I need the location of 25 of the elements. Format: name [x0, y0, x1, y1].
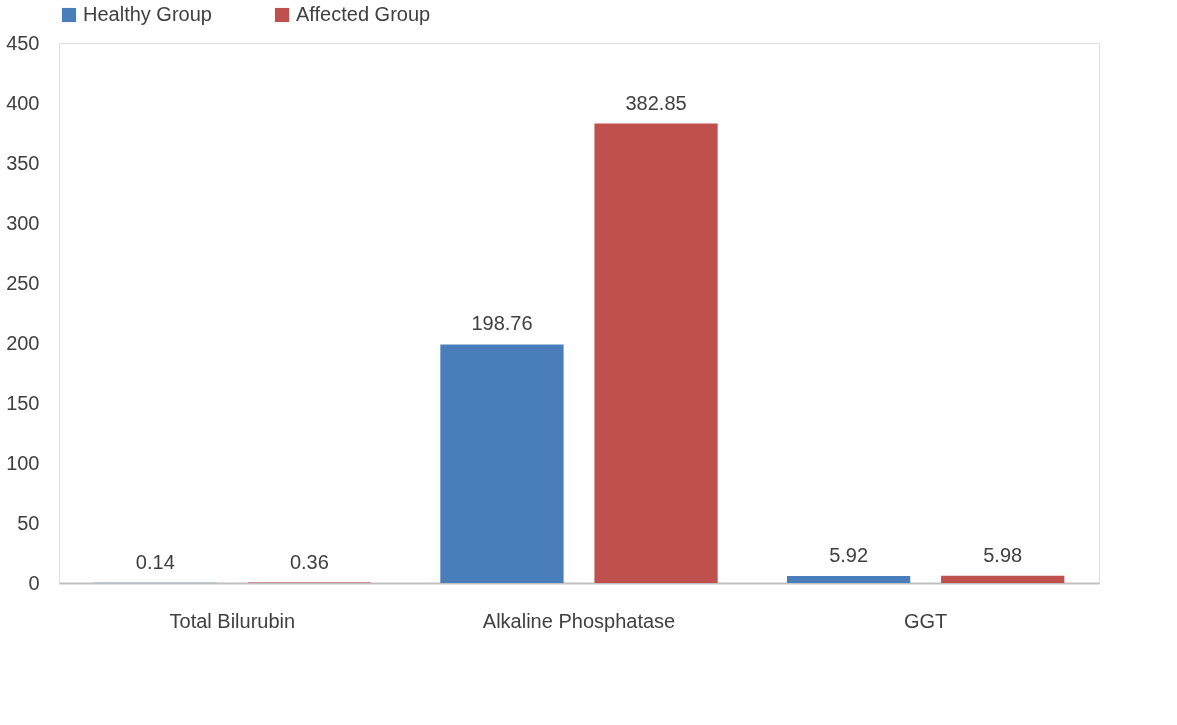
- y-tick-label: 0: [28, 571, 40, 594]
- data-label: 5.98: [983, 543, 1023, 566]
- x-tick-label: Alkaline Phosphatase: [482, 609, 676, 632]
- data-label: 0.14: [135, 550, 175, 573]
- y-tick-label: 50: [17, 511, 40, 534]
- data-label: 198.76: [471, 312, 533, 335]
- y-tick-label: 450: [6, 31, 40, 54]
- data-label: 382.85: [625, 91, 687, 114]
- y-tick-label: 250: [6, 271, 40, 294]
- x-tick-label: Total Bilurubin: [169, 609, 296, 632]
- bar: [440, 344, 564, 583]
- data-label: 5.92: [829, 543, 869, 566]
- bar: [787, 575, 911, 583]
- y-tick-label: 200: [6, 331, 40, 354]
- x-tick-label: GGT: [903, 609, 948, 632]
- y-tick-label: 400: [6, 91, 40, 114]
- bar: [941, 575, 1065, 583]
- y-tick-label: 100: [6, 451, 40, 474]
- y-tick-label: 350: [6, 151, 40, 174]
- legend-label: Affected Group: [296, 3, 431, 25]
- data-label: 0.36: [289, 550, 329, 573]
- y-tick-label: 300: [6, 211, 40, 234]
- y-tick-label: 150: [6, 391, 40, 414]
- bar: [594, 123, 718, 583]
- legend-label: Healthy Group: [83, 3, 212, 25]
